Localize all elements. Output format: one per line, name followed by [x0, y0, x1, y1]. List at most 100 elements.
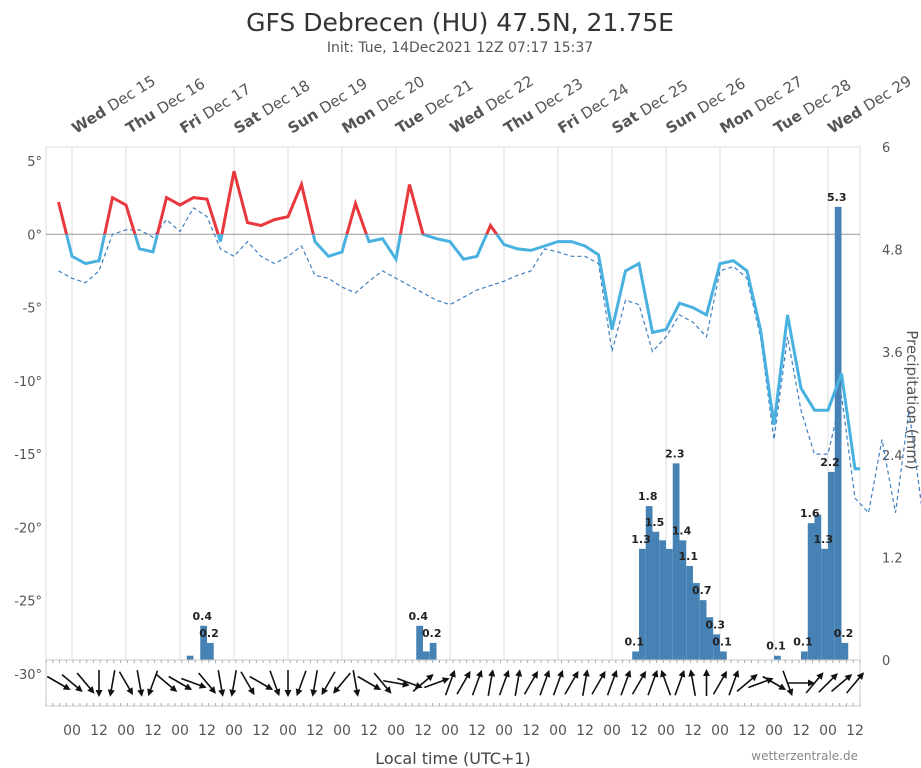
wind-arrow-head — [137, 689, 145, 697]
precip-label: 0.2 — [834, 627, 854, 640]
chart-subtitle: Init: Tue, 14Dec2021 12Z 07:17 15:37 — [327, 40, 593, 56]
precipitation-labels: 0.4 0.2 0.4 0.2 0.1 1.3 1.8 1.5 2.3 1.4 1.1 0.7 0.3 0… — [193, 191, 854, 653]
y-left-tick: 0° — [27, 228, 42, 243]
wind-arrow — [424, 677, 450, 689]
wind-arrow — [631, 670, 646, 695]
precip-label: 0.7 — [692, 584, 712, 597]
wind-arrow-head — [703, 669, 710, 676]
x-axis-label: Local time (UTC+1) — [375, 749, 531, 768]
time-tick: 12 — [846, 723, 864, 739]
precip-bar — [828, 471, 835, 660]
wind-arrow — [606, 669, 618, 696]
wind-arrow-head — [750, 674, 758, 682]
wind-arrow-head — [856, 672, 864, 680]
wind-arrow-head — [198, 682, 207, 689]
wind-arrow-head — [660, 669, 667, 678]
temperature-line-warm — [57, 170, 499, 235]
temperature-axis: 5° 0° -5° -10° -15° -20° -25° -30° — [14, 155, 42, 683]
wind-arrow-head — [678, 669, 686, 678]
precip-bar — [416, 625, 423, 660]
precip-label: 0.3 — [706, 618, 726, 631]
wind-arrow — [76, 672, 95, 694]
y-left-tick: -5° — [23, 302, 42, 317]
wind-arrow-head — [247, 687, 255, 696]
precip-bar — [686, 565, 693, 660]
precip-label: 5.3 — [827, 191, 847, 204]
precip-bar — [200, 625, 207, 660]
wind-arrow-head — [651, 669, 659, 678]
wind-arrow-head — [310, 689, 318, 697]
wind-arrow-head — [95, 690, 103, 697]
wind-arrow-head — [503, 669, 510, 678]
time-tick: 12 — [576, 723, 594, 739]
wind-arrow-head — [488, 669, 496, 677]
precip-bar — [429, 642, 437, 660]
precip-label: 1.6 — [800, 507, 820, 520]
time-tick: 12 — [738, 723, 756, 739]
time-tick: 12 — [630, 723, 648, 739]
wind-arrow-head — [531, 670, 538, 679]
time-tick: 12 — [522, 723, 540, 739]
wind-arrow — [552, 669, 564, 696]
wind-arrow-head — [515, 669, 523, 677]
wind-arrow — [118, 671, 133, 696]
wind-arrow-head — [75, 684, 83, 692]
wind-arrow-head — [321, 687, 329, 696]
wind-arrow-head — [732, 669, 740, 678]
wind-arrow-head — [147, 688, 154, 697]
time-tick: 00 — [333, 723, 351, 739]
wind-arrow-head — [463, 670, 471, 679]
wind-arrow — [736, 674, 758, 692]
precip-bar — [807, 523, 815, 660]
wind-arrow-head — [476, 669, 483, 678]
wind-arrow-head — [295, 688, 303, 697]
watermark: wetterzentrale.de — [751, 749, 858, 763]
temperature-lines — [57, 170, 921, 515]
time-tick: 12 — [306, 723, 324, 739]
wind-arrow — [620, 669, 632, 696]
wind-arrow — [762, 675, 787, 690]
time-tick: 00 — [171, 723, 189, 739]
y-left-tick: -20° — [14, 521, 42, 536]
precip-label: 0.1 — [766, 640, 786, 653]
wind-arrow — [333, 672, 351, 694]
precip-label: 0.1 — [712, 635, 732, 648]
wind-arrow — [523, 670, 538, 695]
time-tick: 12 — [90, 723, 108, 739]
precip-label: 0.2 — [199, 627, 219, 640]
y-left-tick: -30° — [14, 668, 42, 683]
time-tick: 12 — [198, 723, 216, 739]
precip-label: 1.3 — [631, 533, 651, 546]
wind-arrow — [514, 669, 523, 696]
y-left-tick: -15° — [14, 448, 42, 463]
precip-bar — [672, 463, 680, 660]
wind-arrow-head — [830, 673, 838, 681]
wind-arrow — [487, 669, 496, 696]
precip-bar — [207, 642, 214, 660]
wind-arrow — [269, 670, 281, 697]
wind-arrow — [788, 679, 815, 687]
wind-arrow-head — [265, 683, 274, 690]
precip-bar — [706, 617, 714, 660]
wind-arrow-head — [284, 690, 292, 697]
precip-label: 1.8 — [638, 490, 658, 503]
y-right-tick: 1.2 — [882, 551, 903, 566]
wind-arrow — [660, 669, 672, 696]
wind-arrow — [310, 670, 319, 697]
wind-arrow-head — [107, 689, 115, 697]
time-tick: 00 — [279, 723, 297, 739]
precip-label: 0.4 — [193, 610, 213, 623]
precip-bar — [834, 206, 842, 660]
wind-arrow — [181, 677, 207, 689]
wind-arrow-head — [582, 669, 590, 677]
precip-label: 1.5 — [645, 516, 665, 529]
wind-arrow — [539, 669, 551, 696]
time-tick: 12 — [414, 723, 432, 739]
wind-arrow — [456, 670, 471, 695]
precip-bar — [186, 655, 194, 660]
y-left-tick: -25° — [14, 595, 42, 610]
wind-arrow — [498, 669, 510, 696]
precip-bar — [639, 548, 646, 660]
wind-arrow — [728, 669, 740, 696]
